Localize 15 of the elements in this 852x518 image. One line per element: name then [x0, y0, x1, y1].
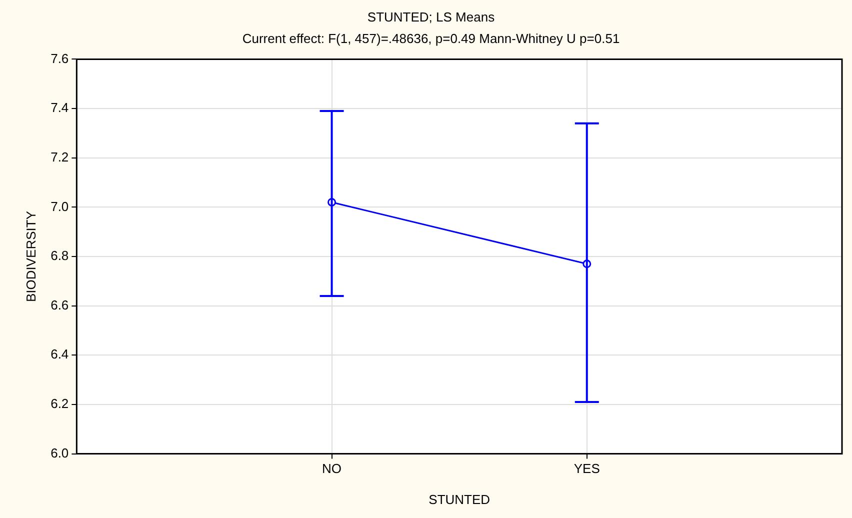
y-tick-label: 6.4 [50, 346, 69, 362]
x-axis-title: STUNTED [428, 492, 490, 507]
y-tick-label: 7.0 [50, 198, 69, 214]
y-tick-label: 6.2 [50, 396, 69, 412]
y-tick-label: 7.2 [50, 149, 69, 164]
y-tick-label: 7.6 [50, 50, 69, 66]
chart-subtitle: Current effect: F(1, 457)=.48636, p=0.49 Mann-Whitney U p=0.51 [242, 30, 620, 46]
x-tick-label: YES [574, 461, 600, 476]
y-axis-title: BIODIVERSITY [23, 210, 38, 302]
x-tick-label: NO [322, 461, 342, 476]
y-tick-label: 6.0 [50, 445, 69, 460]
chart-title: STUNTED; LS Means [367, 9, 496, 24]
y-tick-label: 6.8 [50, 248, 69, 264]
y-tick-label: 7.4 [50, 100, 69, 116]
y-tick-label: 6.6 [50, 297, 69, 312]
